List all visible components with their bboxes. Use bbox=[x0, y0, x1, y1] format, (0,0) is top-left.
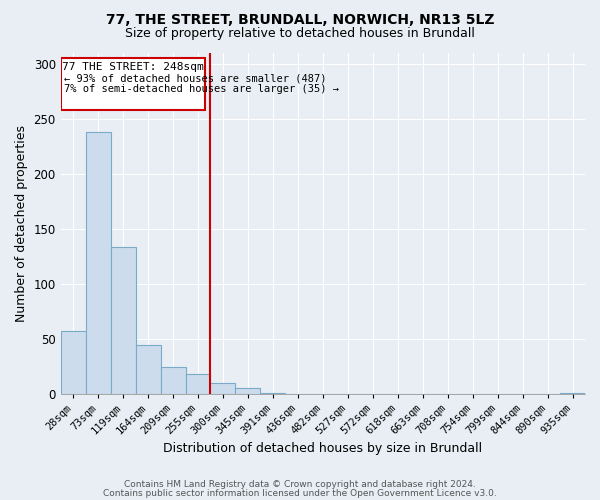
Bar bbox=[260, 392, 286, 394]
Text: ← 93% of detached houses are smaller (487): ← 93% of detached houses are smaller (48… bbox=[64, 74, 327, 84]
Bar bbox=[185, 374, 211, 394]
Bar bbox=[211, 383, 235, 394]
Text: 77, THE STREET, BRUNDALL, NORWICH, NR13 5LZ: 77, THE STREET, BRUNDALL, NORWICH, NR13 … bbox=[106, 12, 494, 26]
Bar bbox=[86, 132, 110, 394]
Y-axis label: Number of detached properties: Number of detached properties bbox=[15, 124, 28, 322]
Bar bbox=[560, 392, 585, 394]
Bar bbox=[235, 388, 260, 394]
X-axis label: Distribution of detached houses by size in Brundall: Distribution of detached houses by size … bbox=[163, 442, 482, 455]
Text: Contains public sector information licensed under the Open Government Licence v3: Contains public sector information licen… bbox=[103, 488, 497, 498]
Text: Contains HM Land Registry data © Crown copyright and database right 2024.: Contains HM Land Registry data © Crown c… bbox=[124, 480, 476, 489]
Bar bbox=[61, 331, 86, 394]
Text: Size of property relative to detached houses in Brundall: Size of property relative to detached ho… bbox=[125, 28, 475, 40]
Text: 77 THE STREET: 248sqm: 77 THE STREET: 248sqm bbox=[62, 62, 204, 72]
Bar bbox=[161, 368, 185, 394]
Text: 7% of semi-detached houses are larger (35) →: 7% of semi-detached houses are larger (3… bbox=[64, 84, 340, 94]
Bar bbox=[136, 346, 161, 394]
Bar bbox=[110, 248, 136, 394]
Bar bbox=[61, 58, 205, 110]
